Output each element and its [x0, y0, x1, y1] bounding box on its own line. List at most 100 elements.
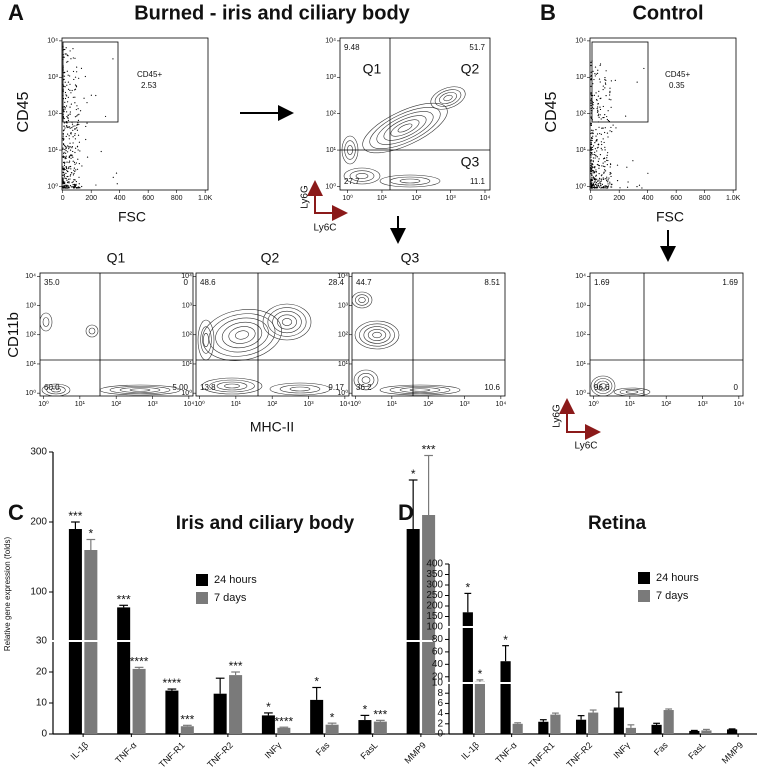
contour — [369, 107, 441, 149]
x-tick-label: IL-1β — [459, 740, 481, 762]
event-dot — [590, 159, 592, 161]
event-dot — [67, 187, 69, 189]
event-dot — [596, 147, 599, 149]
y-tick-label: 10⁴ — [47, 38, 58, 45]
event-dot — [598, 158, 600, 160]
event-dot — [67, 119, 70, 121]
event-dot — [71, 154, 73, 156]
event-dot — [63, 122, 65, 124]
event-dot — [596, 133, 599, 135]
event-dot — [591, 187, 593, 189]
event-dot — [78, 162, 80, 165]
event-dot — [602, 162, 604, 164]
event-dot — [607, 181, 609, 183]
y-tick-label: 10³ — [182, 302, 193, 309]
event-dot — [590, 171, 592, 173]
y-tick-label: 4 — [437, 708, 443, 719]
event-dot — [638, 184, 641, 186]
event-dot — [78, 123, 80, 126]
event-dot — [596, 111, 599, 113]
event-dot — [64, 177, 66, 179]
event-dot — [612, 124, 614, 126]
y-tick-label: 10 — [36, 698, 48, 709]
event-dot — [592, 83, 594, 85]
x-tick-label: 1.0K — [198, 195, 213, 202]
contour — [357, 373, 375, 387]
event-dot — [591, 137, 593, 140]
y-tick-label: 10⁰ — [25, 389, 36, 397]
y-tick-label: 250 — [426, 590, 443, 601]
event-dot — [70, 154, 72, 157]
event-dot — [72, 186, 74, 188]
event-dot — [65, 147, 67, 149]
event-dot — [66, 122, 68, 124]
event-dot — [596, 139, 598, 141]
chart-title: Retina — [588, 513, 647, 534]
event-dot — [592, 172, 594, 174]
bar — [538, 721, 549, 734]
x-tick-label: TNF-R1 — [157, 740, 187, 770]
event-dot — [62, 136, 64, 138]
event-dot — [597, 115, 599, 117]
event-dot — [69, 175, 71, 177]
y-tick-label: 100 — [426, 622, 443, 633]
event-dot — [112, 58, 114, 60]
event-dot — [66, 70, 68, 72]
y-tick-label: 10² — [182, 332, 193, 339]
event-dot — [600, 183, 602, 185]
event-dot — [606, 178, 608, 180]
event-dot — [62, 168, 64, 170]
contour — [596, 380, 610, 392]
event-dot — [74, 84, 77, 86]
event-dot — [73, 169, 75, 171]
event-dot — [596, 72, 599, 74]
event-dot — [62, 174, 64, 176]
event-dot — [83, 97, 85, 99]
event-dot — [66, 116, 68, 118]
event-dot — [590, 153, 592, 155]
event-dot — [591, 186, 593, 188]
event-dot — [598, 167, 600, 169]
event-dot — [597, 95, 599, 97]
quadrant-value: 51.7 — [469, 43, 485, 52]
x-tick-label: 10³ — [697, 401, 708, 408]
event-dot — [75, 169, 77, 171]
event-dot — [95, 184, 97, 186]
event-dot — [605, 187, 608, 189]
plot-title: Q2 — [261, 250, 280, 266]
event-dot — [597, 102, 599, 105]
event-dot — [616, 180, 619, 182]
quadrant-value: 44.7 — [356, 278, 372, 287]
contour — [354, 320, 400, 350]
y-tick-label: 10³ — [576, 302, 587, 309]
event-dot — [69, 83, 71, 85]
event-dot — [591, 173, 593, 175]
event-dot — [63, 125, 65, 127]
event-dot — [76, 129, 79, 131]
y-tick-label: 10¹ — [576, 147, 587, 154]
quadrant-value: 0 — [184, 278, 189, 287]
event-dot — [71, 181, 73, 184]
x-tick-label: TNF-R1 — [527, 740, 557, 770]
event-dot — [625, 115, 627, 117]
event-dot — [606, 164, 608, 166]
quadrant-value: 60.0 — [44, 383, 60, 392]
contour — [355, 173, 369, 179]
event-dot — [610, 99, 612, 101]
event-dot — [67, 60, 69, 63]
bar — [213, 693, 227, 734]
event-dot — [590, 160, 592, 162]
x-tick-label: 10⁰ — [194, 400, 205, 408]
y-tick-label: 10¹ — [338, 361, 349, 368]
event-dot — [62, 166, 64, 168]
significance: *** — [68, 509, 82, 523]
event-dot — [591, 132, 593, 134]
event-dot — [78, 77, 80, 79]
event-dot — [626, 186, 629, 188]
event-dot — [595, 92, 597, 94]
event-dot — [602, 158, 605, 160]
y-tick-label: 10⁴ — [575, 38, 586, 45]
event-dot — [592, 135, 594, 137]
event-dot — [610, 163, 612, 166]
plot-frame — [61, 37, 209, 191]
